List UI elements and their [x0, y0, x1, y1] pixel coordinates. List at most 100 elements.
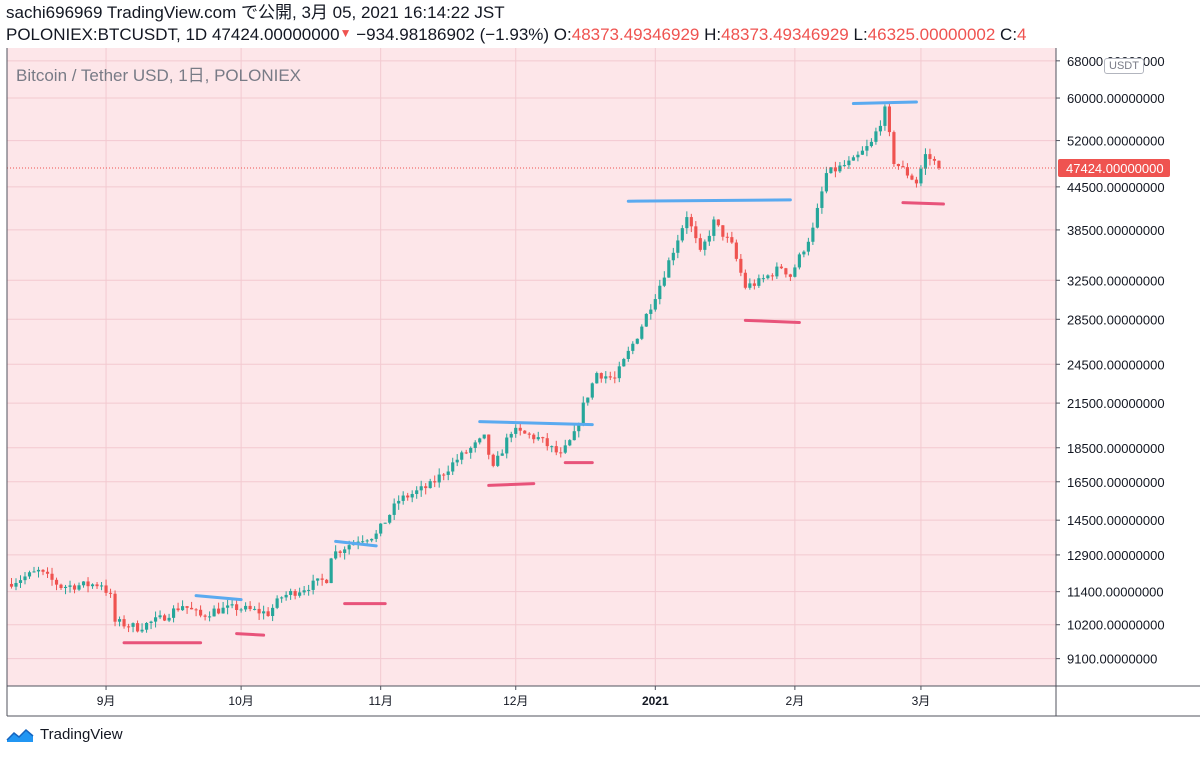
support-line: [235, 632, 266, 637]
candle-body: [9, 583, 14, 587]
candle-body: [635, 338, 639, 344]
candle-body: [446, 471, 450, 475]
candle-body: [554, 446, 558, 453]
candle-body: [707, 235, 711, 242]
candle-body: [473, 442, 477, 448]
candle-body: [514, 427, 518, 434]
candle-body: [914, 179, 919, 184]
candle-body: [144, 622, 149, 630]
candle-body: [824, 173, 828, 192]
candle-body: [406, 495, 410, 498]
candle-body: [108, 592, 113, 594]
candle-body: [811, 227, 815, 242]
candle-body: [757, 278, 761, 286]
candle-body: [415, 490, 419, 494]
candle-body: [167, 617, 171, 621]
candle-body: [131, 623, 135, 627]
candle-body: [181, 606, 185, 611]
candle-body: [72, 585, 77, 590]
candle-body: [361, 541, 365, 543]
candle-body: [910, 175, 914, 180]
candle-body: [820, 191, 824, 208]
candle-body: [500, 453, 504, 456]
x-tick-label: 12月: [503, 694, 528, 708]
candle-body: [527, 433, 531, 435]
candle-body: [838, 165, 842, 172]
candle-body: [595, 373, 599, 384]
candle-body: [95, 584, 99, 587]
candle-body: [383, 522, 387, 524]
resistance-line: [334, 539, 378, 548]
ohlc-header: POLONIEX:BTCUSDT, 1D 47424.00000000▼ −93…: [6, 24, 1196, 47]
candle-body: [685, 217, 689, 229]
candle-body: [320, 578, 324, 580]
candle-body: [50, 573, 54, 580]
candle-body: [199, 609, 203, 616]
candle-body: [536, 437, 540, 440]
candle-body: [316, 578, 320, 581]
candle-body: [923, 154, 928, 169]
candle-body: [153, 617, 158, 622]
candle-body: [18, 580, 23, 583]
candle-body: [581, 402, 585, 425]
close-value: 4: [1017, 25, 1027, 44]
candle-body: [878, 125, 882, 132]
candle-body: [32, 571, 36, 573]
time-axis: [7, 686, 1056, 716]
candle-body: [505, 437, 509, 454]
candle-body: [365, 540, 369, 542]
y-tick-label: 38500.00000000: [1067, 223, 1165, 238]
publish-line: sachi696969 TradingView.com で公開, 3月 05, …: [6, 3, 505, 22]
candle-body: [649, 309, 653, 314]
y-tick-label: 10200.00000000: [1067, 618, 1165, 633]
candle-body: [518, 427, 522, 431]
candle-body: [644, 313, 648, 327]
candle-body: [491, 454, 495, 466]
last-price-tag: [1058, 158, 1170, 177]
candle-body: [617, 366, 621, 379]
candle-body: [901, 166, 905, 168]
candle-body: [613, 377, 617, 379]
candle-body: [532, 434, 536, 440]
candle-body: [478, 438, 482, 443]
currency-badge[interactable]: USDT: [1104, 58, 1144, 74]
candle-body: [730, 237, 734, 243]
y-tick-label: 11400.00000000: [1067, 585, 1164, 600]
x-tick-label: 2月: [786, 694, 805, 708]
candle-body: [194, 609, 198, 611]
y-tick-label: 9100.00000000: [1067, 652, 1157, 667]
open-label: O:: [553, 25, 572, 44]
footer-brand[interactable]: TradingView: [6, 726, 123, 743]
y-tick-label: 12900.00000000: [1067, 548, 1165, 563]
candle-body: [253, 608, 257, 610]
candle-body: [293, 591, 297, 596]
candle-body: [41, 569, 45, 572]
candle-body: [874, 131, 878, 142]
x-tick-label: 2021: [642, 694, 669, 708]
candle-body: [464, 452, 468, 454]
candle-body: [860, 150, 864, 155]
candle-body: [631, 343, 635, 351]
candle-body: [329, 558, 333, 584]
candle-body: [298, 592, 302, 596]
candle-body: [27, 572, 32, 577]
candle-body: [203, 615, 207, 617]
candle-body: [919, 168, 923, 184]
candle-body: [586, 397, 590, 403]
high-label: H:: [704, 25, 722, 44]
candle-body: [356, 541, 360, 543]
candle-body: [68, 585, 72, 587]
candle-body: [433, 481, 437, 483]
candle-body: [190, 607, 194, 610]
candle-body: [694, 226, 698, 239]
low-value: 46325.00000002: [867, 25, 996, 44]
y-tick-label: 18500.00000000: [1067, 441, 1165, 456]
y-tick-label: 32500.00000000: [1067, 273, 1165, 288]
candle-body: [905, 167, 910, 176]
candle-body: [842, 165, 846, 167]
symbol-label: POLONIEX:BTCUSDT, 1D: [6, 25, 208, 44]
candle-body: [113, 593, 117, 622]
candle-body: [334, 551, 338, 559]
candle-body: [847, 160, 851, 166]
